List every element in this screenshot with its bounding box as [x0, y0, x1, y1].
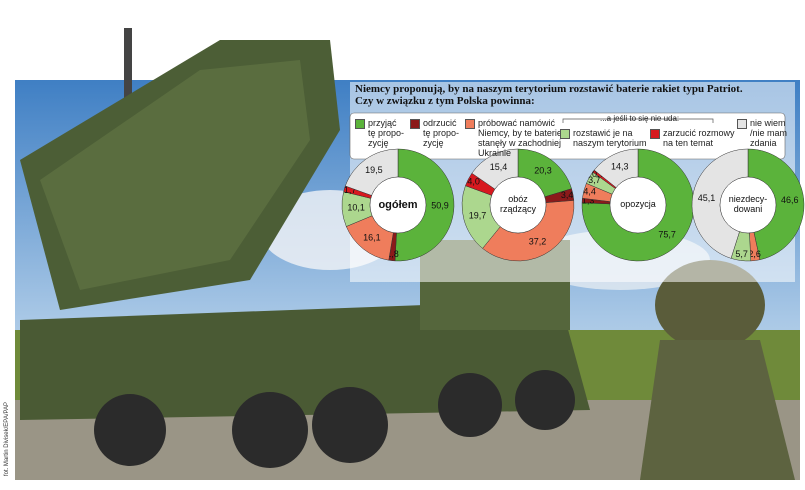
value-label: 19,7	[469, 210, 487, 220]
value-label: 4,0	[467, 176, 480, 186]
donut-hole	[609, 176, 667, 234]
value-label: 46,6	[781, 195, 799, 205]
donut-hole	[489, 176, 547, 234]
subtitle: ...a jeśli to się nie uda:	[600, 114, 680, 123]
legend-swatch	[410, 119, 420, 129]
legend-label: rozstawić je na naszym terytorium	[573, 128, 647, 148]
legend-swatch	[560, 129, 570, 139]
pie-name: niezdecy-dowani	[729, 194, 768, 214]
value-label: 1,8	[386, 249, 399, 259]
value-label: 0,7	[592, 169, 605, 179]
value-label: 20,3	[534, 166, 552, 176]
value-label: 75,7	[658, 230, 676, 240]
donut-hole	[719, 176, 777, 234]
legend-label: próbować namówić Niemcy, by te baterie s…	[478, 118, 562, 158]
legend-label: przyjąć tę propo- zycję	[368, 118, 405, 148]
value-label: 1,7	[344, 185, 357, 195]
legend-label: nie wiem /nie mam zdania	[750, 118, 788, 148]
legend-swatch	[355, 119, 365, 129]
pie-name: ogółem	[378, 199, 417, 211]
legend-label: odrzucić tę propo- zycję	[423, 118, 460, 148]
title: Niemcy proponują, by na naszym terytoriu…	[355, 83, 743, 107]
legend-swatch	[650, 129, 660, 139]
value-label: 37,2	[529, 237, 547, 247]
value-label: 10,1	[347, 203, 365, 213]
value-label: 4,4	[583, 187, 596, 197]
value-label: 50,9	[431, 200, 449, 210]
value-label: 3,4	[561, 190, 574, 200]
value-label: 14,3	[611, 162, 629, 172]
value-label: 2,6	[748, 249, 761, 259]
donut-hole	[369, 176, 427, 234]
value-label: 15,4	[490, 162, 508, 172]
value-label: 19,5	[365, 165, 383, 175]
legend-swatch	[737, 119, 747, 129]
value-label: 16,1	[363, 232, 381, 242]
legend-swatch	[465, 119, 475, 129]
value-label: 45,1	[698, 193, 716, 203]
value-label: 3,7	[588, 175, 601, 185]
pie-name: opozycja	[620, 199, 656, 209]
credit: fot. Martin Divisek/EPA/PAP	[4, 401, 11, 477]
value-label: 5,7	[735, 249, 748, 259]
pie-name: obóz rządzący	[500, 194, 537, 214]
value-label: 1,3	[582, 195, 595, 205]
legend-label: zarzucić rozmowy na ten temat	[663, 128, 735, 148]
